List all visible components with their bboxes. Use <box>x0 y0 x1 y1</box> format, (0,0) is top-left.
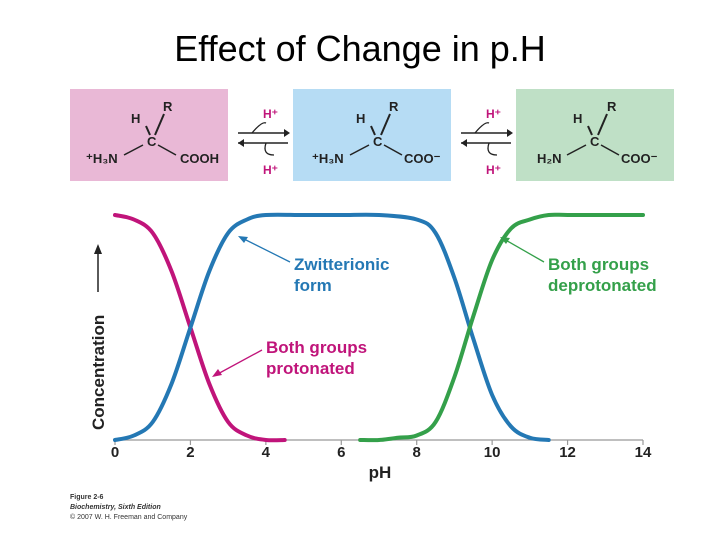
y-axis-label: Concentration <box>89 315 108 430</box>
x-tick-label: 0 <box>111 444 119 461</box>
x-tick-label: 6 <box>337 444 345 461</box>
figure-caption: Figure 2-6 Biochemistry, Sixth Edition ©… <box>70 494 188 521</box>
species-amine: H₂N <box>537 151 562 166</box>
annotation-line: Zwitterionic <box>294 255 389 274</box>
annotation-line: Both groups <box>548 255 649 274</box>
species-acid: COO⁻ <box>621 151 658 166</box>
series-line-2 <box>358 212 645 443</box>
species-r: R <box>607 99 617 114</box>
caption-book: Biochemistry, Sixth Edition <box>70 504 161 511</box>
caption-figure: Figure 2-6 <box>70 494 104 501</box>
annotation-line: deprotonated <box>548 276 657 295</box>
species-panel-zwitterion: H R C ⁺H₃N COO⁻ <box>293 89 451 181</box>
x-tick-label: 2 <box>186 444 194 461</box>
hplus-bottom: H⁺ <box>263 163 278 177</box>
species-c: C <box>147 134 157 149</box>
hplus-top: H⁺ <box>263 107 278 121</box>
species-h: H <box>131 111 140 126</box>
x-axis-label: pH <box>369 463 392 482</box>
series-line-1 <box>113 212 551 442</box>
annotation-line: protonated <box>266 359 355 378</box>
chart: 0 2 4 6 8 10 12 14 pH Concentration Zwitterioni… <box>89 212 657 482</box>
hplus-top: H⁺ <box>486 107 501 121</box>
caption-copyright: © 2007 W. H. Freeman and Company <box>70 513 188 521</box>
equilibrium-arrow-2: H⁺ H⁺ <box>461 107 513 177</box>
hplus-bottom: H⁺ <box>486 163 501 177</box>
species-acid: COO⁻ <box>404 151 441 166</box>
species-acid: COOH <box>180 151 219 166</box>
species-h: H <box>573 111 582 126</box>
species-r: R <box>163 99 173 114</box>
annotation-protonated: Both groups protonated <box>212 338 367 378</box>
annotation-line: Both groups <box>266 338 367 357</box>
species-c: C <box>373 134 383 149</box>
species-amine: ⁺H₃N <box>312 151 344 166</box>
y-axis-arrowhead <box>94 244 102 254</box>
annotation-zwitterionic: Zwitterionic form <box>238 236 389 295</box>
annotation-line: form <box>294 276 332 295</box>
x-tick-label: 8 <box>413 444 421 461</box>
x-tick-label: 10 <box>484 444 501 461</box>
species-c: C <box>590 134 600 149</box>
species-panel-deprotonated: H R C H₂N COO⁻ <box>516 89 674 181</box>
page-title: Effect of Change in p.H <box>174 28 546 69</box>
x-tick-label: 12 <box>559 444 576 461</box>
x-tick-label: 4 <box>262 444 271 461</box>
annotation-deprotonated: Both groups deprotonated <box>500 237 657 295</box>
equilibrium-arrow-1: H⁺ H⁺ <box>238 107 290 177</box>
species-amine: ⁺H₃N <box>86 151 118 166</box>
species-h: H <box>356 111 365 126</box>
species-r: R <box>389 99 399 114</box>
x-tick-label: 14 <box>635 444 652 461</box>
series-line-0 <box>113 213 287 443</box>
species-panel-protonated: H R C ⁺H₃N COOH <box>70 89 228 181</box>
